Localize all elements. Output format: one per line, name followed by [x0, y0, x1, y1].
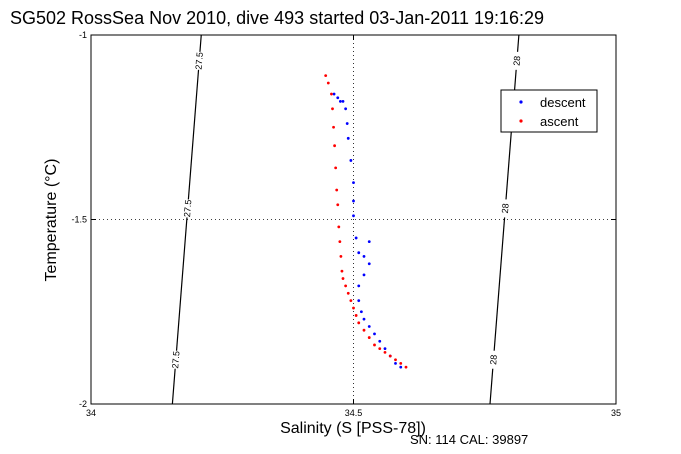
ascent-point [330, 92, 333, 96]
descent-point [383, 347, 387, 351]
descent-point [357, 251, 361, 255]
isopycnal-label-bg [171, 350, 180, 369]
descent-point [357, 284, 361, 288]
descent-point [338, 100, 342, 103]
legend-label-ascent: ascent [540, 114, 579, 129]
isopycnal-label: 27.5 [170, 351, 181, 369]
serial-calibration-text: SN: 114 CAL: 39897 [410, 432, 528, 447]
x-tick-label: 34.5 [345, 408, 363, 418]
y-tick-label: -1 [79, 30, 87, 40]
grid-lines [91, 35, 616, 404]
ascent-point [362, 328, 366, 332]
y-tick-label: -2 [79, 399, 87, 409]
descent-point [354, 236, 358, 240]
descent-point [336, 96, 340, 100]
descent-point [378, 339, 382, 343]
descent-point [362, 273, 366, 277]
ascent-point [373, 343, 376, 347]
ascent-point [357, 321, 361, 325]
ascent-point [367, 336, 371, 339]
ascent-point [334, 166, 338, 170]
ascent-point [337, 225, 341, 229]
descent-point [345, 122, 349, 125]
ascent-point [335, 188, 339, 192]
ascent-point [344, 284, 348, 288]
ascent-point [331, 107, 334, 111]
ascent-point [340, 269, 344, 273]
ascent-point [336, 203, 340, 207]
isopycnal-label-bg [489, 350, 498, 369]
x-axis-label: Salinity (S [PSS-78]) [280, 420, 426, 437]
ascent-point [332, 125, 335, 129]
isopycnal-label: 28 [500, 203, 511, 214]
x-tick-label: 34 [86, 408, 96, 418]
chart-title: SG502 RossSea Nov 2010, dive 493 started… [10, 8, 544, 28]
descent-point [357, 299, 361, 303]
ascent-point [324, 74, 328, 77]
descent-point [352, 214, 355, 218]
ascent-point [378, 347, 382, 351]
descent-point [349, 159, 353, 162]
ascent-point [404, 365, 408, 369]
ascent-point [326, 81, 330, 85]
ascent-point [388, 354, 392, 358]
descent-point [359, 310, 363, 314]
descent-point [362, 255, 366, 258]
ascent-point [399, 362, 403, 365]
ascent-point [333, 144, 336, 148]
data-points [324, 74, 408, 369]
ascent-point [383, 350, 387, 354]
isopycnal-label: 27.5 [182, 199, 193, 217]
descent-point [346, 136, 350, 140]
ascent-point [354, 314, 358, 317]
legend-marker-descent [519, 100, 523, 104]
plot-area: 27.5 27.5 27.5 28 28 28 34 34.5 35 -1 -1.5 -2 [71, 30, 621, 418]
descent-point [352, 181, 355, 185]
isopycnal-label-bg [501, 199, 510, 218]
descent-point [341, 100, 345, 103]
ascent-point [346, 291, 350, 295]
descent-point [367, 325, 371, 328]
axis-ticks: 34 34.5 35 -1 -1.5 -2 [71, 30, 621, 418]
isopycnal-lines: 27.5 27.5 27.5 28 28 28 [170, 34, 522, 405]
isopycnal-label: 28 [488, 354, 499, 365]
y-tick-label: -1.5 [71, 215, 87, 225]
isopycnal-label-bg [512, 51, 521, 70]
descent-point [373, 332, 376, 336]
descent-point [367, 262, 371, 266]
ascent-point [349, 299, 353, 303]
ascent-point [339, 255, 343, 258]
ascent-point [338, 240, 342, 244]
isopycnal-label: 27.5 [194, 52, 205, 70]
descent-point [394, 362, 397, 365]
descent-point [344, 107, 348, 111]
descent-point [352, 199, 355, 203]
descent-point [367, 240, 371, 244]
isopycnal-line [171, 34, 202, 405]
ascent-point [352, 306, 355, 310]
legend-label-descent: descent [540, 95, 586, 110]
legend-box [500, 89, 598, 133]
isopycnal-label: 28 [511, 55, 522, 66]
x-tick-label: 35 [611, 408, 621, 418]
isopycnal-label-bg [195, 51, 204, 70]
isopycnal-label-bg [183, 199, 192, 218]
y-axis-label: Temperature (°C) [43, 159, 60, 282]
legend: descent ascent [500, 89, 598, 133]
ascent-point [394, 358, 397, 362]
legend-marker-ascent [519, 119, 523, 123]
descent-point [399, 365, 403, 369]
descent-point [362, 317, 366, 321]
descent-point [332, 92, 336, 96]
ascent-point [341, 277, 345, 280]
